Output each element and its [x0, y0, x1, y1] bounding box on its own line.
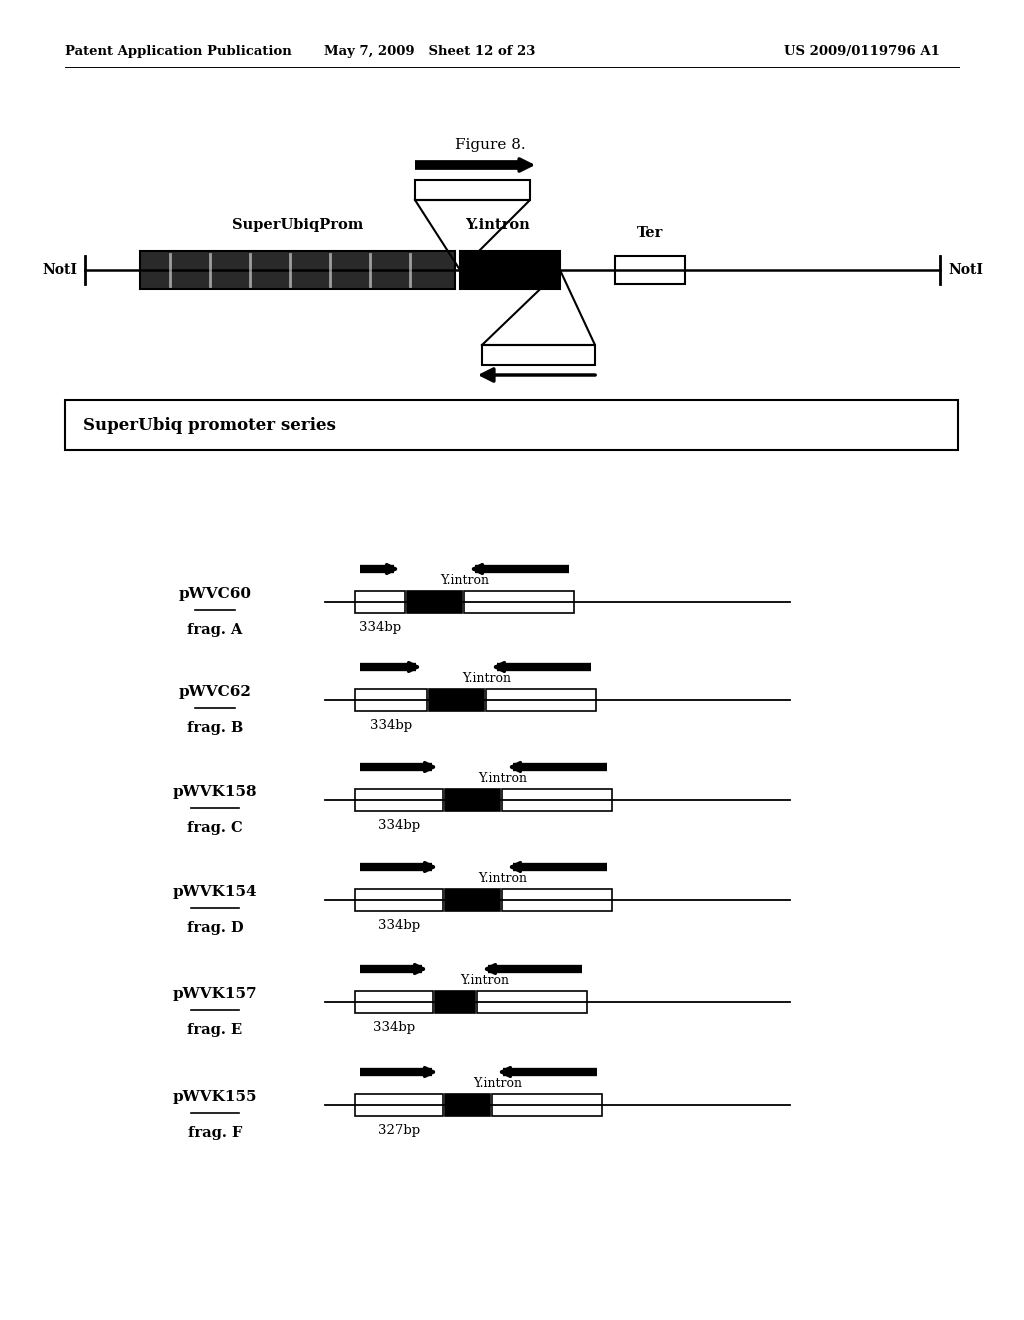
Text: 334bp: 334bp	[378, 818, 420, 832]
Text: 327bp: 327bp	[378, 1125, 420, 1137]
Bar	[445, 888, 500, 911]
Bar	[355, 591, 406, 612]
Text: SuperUbiqProm: SuperUbiqProm	[231, 218, 364, 232]
Text: Y.intron: Y.intron	[461, 974, 510, 987]
Text: NotI: NotI	[42, 263, 77, 277]
Text: pWVK157: pWVK157	[173, 987, 257, 1001]
Text: Figure 8.: Figure 8.	[455, 139, 525, 152]
Bar	[486, 689, 596, 711]
Bar	[355, 1094, 443, 1115]
Text: 334bp: 334bp	[359, 620, 401, 634]
Text: Y.intron: Y.intron	[440, 574, 489, 587]
Text: US 2009/0119796 A1: US 2009/0119796 A1	[784, 45, 940, 58]
Text: SuperUbiq promoter series: SuperUbiq promoter series	[83, 417, 336, 433]
Bar	[435, 991, 475, 1012]
Text: Y.intron: Y.intron	[465, 218, 529, 232]
Bar	[464, 591, 574, 612]
Text: 334bp: 334bp	[370, 719, 412, 733]
Text: frag. B: frag. B	[186, 721, 243, 735]
Text: Patent Application Publication: Patent Application Publication	[65, 45, 292, 58]
Bar	[407, 591, 462, 612]
Bar	[477, 991, 587, 1012]
Text: 334bp: 334bp	[378, 919, 420, 932]
Bar	[492, 1094, 602, 1115]
Text: pWVC60: pWVC60	[178, 587, 252, 601]
Bar	[502, 789, 612, 810]
Bar	[355, 689, 427, 711]
Bar	[140, 251, 455, 289]
Text: frag. F: frag. F	[187, 1126, 243, 1140]
Bar	[65, 400, 958, 450]
Bar	[615, 256, 685, 284]
Text: pWVK154: pWVK154	[173, 884, 257, 899]
Text: frag. E: frag. E	[187, 1023, 243, 1038]
Text: Ter: Ter	[637, 226, 664, 240]
Bar	[502, 888, 612, 911]
Text: Y.intron: Y.intron	[478, 772, 527, 785]
Text: pWVK158: pWVK158	[173, 785, 257, 799]
Text: frag. D: frag. D	[186, 921, 244, 935]
Bar	[460, 251, 560, 289]
Text: pWVC62: pWVC62	[178, 685, 252, 700]
Bar	[355, 789, 443, 810]
Bar	[445, 1094, 490, 1115]
Text: Y.intron: Y.intron	[473, 1077, 522, 1090]
Text: frag. C: frag. C	[187, 821, 243, 836]
Bar	[482, 345, 595, 366]
Text: May 7, 2009   Sheet 12 of 23: May 7, 2009 Sheet 12 of 23	[325, 45, 536, 58]
Text: 334bp: 334bp	[373, 1020, 415, 1034]
Text: Y.intron: Y.intron	[478, 873, 527, 884]
Text: NotI: NotI	[948, 263, 983, 277]
Text: Y.intron: Y.intron	[462, 672, 511, 685]
Text: pWVK155: pWVK155	[173, 1090, 257, 1104]
Bar	[355, 888, 443, 911]
Text: frag. A: frag. A	[187, 623, 243, 638]
Bar	[445, 789, 500, 810]
Bar	[415, 180, 530, 201]
Bar	[429, 689, 484, 711]
Bar	[355, 991, 433, 1012]
